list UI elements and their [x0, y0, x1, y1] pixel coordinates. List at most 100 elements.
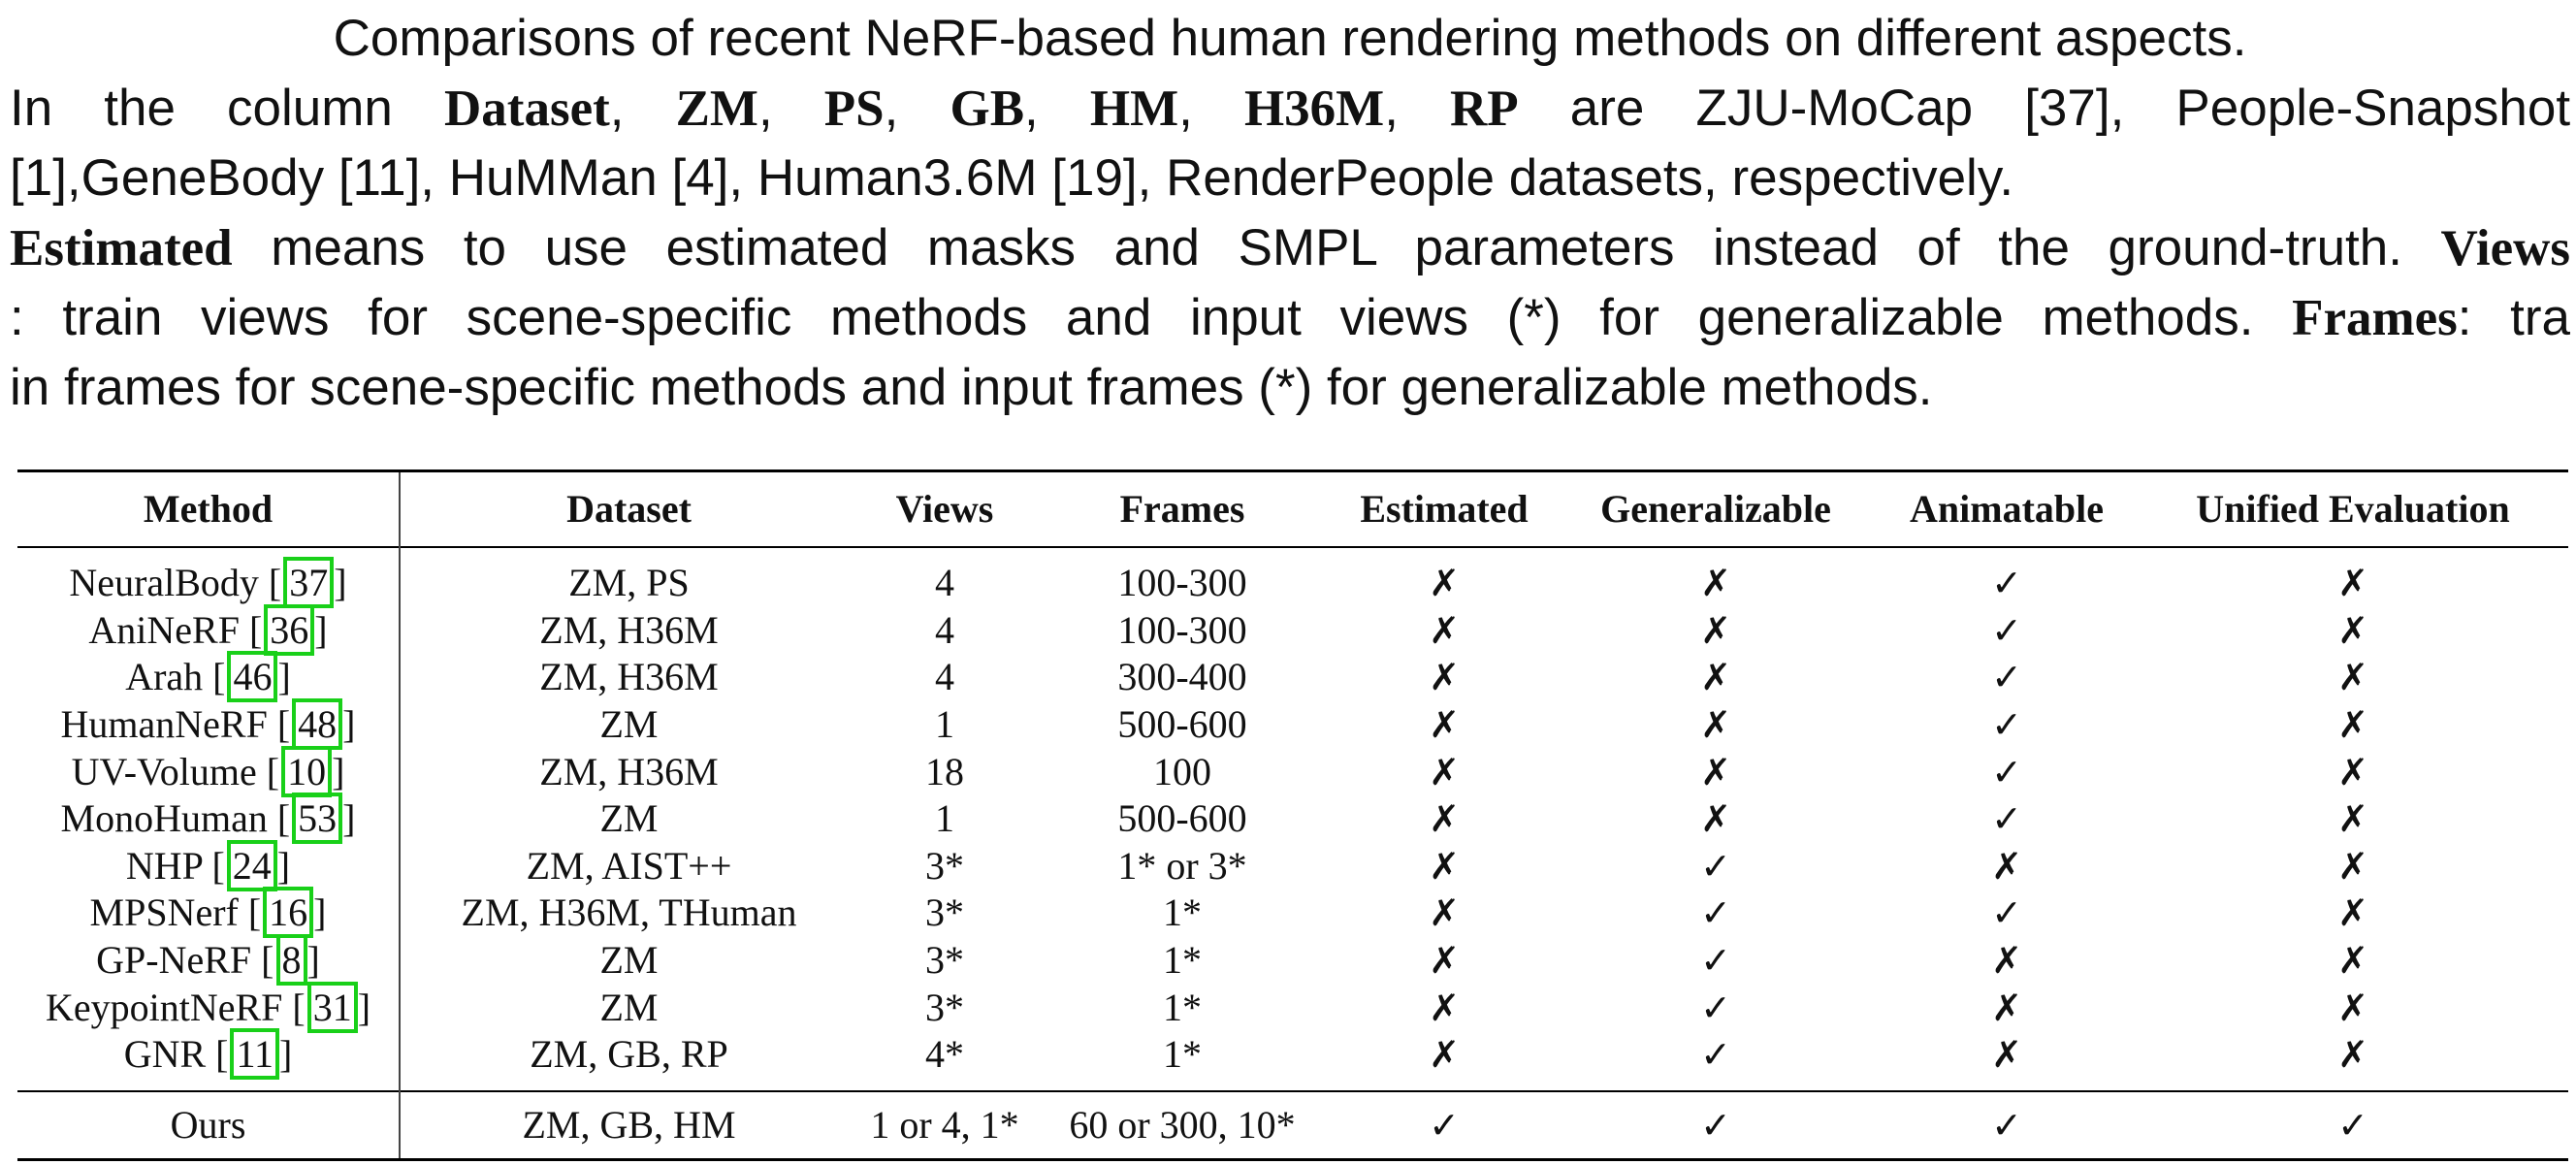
cell-method: GP-NeRF [8] [17, 934, 401, 987]
cell-generalizable-mark: ✗ [1700, 797, 1731, 841]
cell-views: 18 [925, 749, 964, 793]
method-name: MPSNerf [ [89, 890, 262, 935]
citation-link[interactable]: 16 [263, 887, 314, 939]
cell-frames: 500-600 [1117, 796, 1247, 841]
cell-unified-mark: ✗ [2337, 608, 2368, 652]
cell-unified-mark: ✗ [2337, 986, 2368, 1029]
table-caption: Comparisons of recent NeRF-based human r… [10, 4, 2570, 423]
table-row: HumanNeRF [48] ZM 1 500-600 ✗ ✗ ✓ ✗ [17, 698, 2568, 751]
cell-generalizable-mark: ✓ [1700, 1033, 1731, 1077]
cell-estimated-mark: ✗ [1429, 986, 1460, 1029]
cell-views: 4 [935, 607, 954, 652]
method-name: AniNeRF [ [88, 607, 263, 652]
cell-dataset: ZM, H36M, THuman [461, 890, 797, 935]
cell-views: 3* [925, 890, 964, 935]
cell-frames: 1* or 3* [1117, 843, 1247, 888]
citation-bracket: ] [334, 561, 347, 605]
cell-estimated-mark: ✗ [1429, 750, 1460, 793]
citation-bracket: ] [342, 796, 356, 841]
citation-link[interactable]: 8 [275, 934, 307, 987]
cell-dataset: ZM [599, 702, 659, 747]
citation-link[interactable]: 46 [227, 651, 278, 703]
citation-bracket: ] [306, 938, 320, 983]
cell-dataset: ZM, H36M [539, 655, 719, 699]
table-row: UV-Volume [10] ZM, H36M 18 100 ✗ ✗ ✓ ✗ [17, 745, 2568, 797]
cell-estimated-mark: ✗ [1429, 703, 1460, 747]
cell-animatable-mark: ✓ [1991, 703, 2022, 747]
citation-link[interactable]: 53 [292, 793, 343, 845]
cell-animatable-mark: ✗ [1991, 986, 2022, 1029]
cell-animatable-check: ✓ [1991, 1103, 2022, 1147]
table-row-ours: Ours ZM, GB, HM 1 or 4, 1* 60 or 300, 10… [17, 1090, 2568, 1160]
cell-generalizable-check: ✓ [1700, 1103, 1731, 1147]
table-row: MonoHuman [53] ZM 1 500-600 ✗ ✗ ✓ ✗ [17, 793, 2568, 845]
table-row: GNR [11] ZM, GB, RP 4* 1* ✗ ✓ ✗ ✗ [17, 1028, 2568, 1091]
method-name: MonoHuman [ [60, 796, 291, 841]
table-row: Arah [46] ZM, H36M 4 300-400 ✗ ✗ ✓ ✗ [17, 651, 2568, 703]
citation-link[interactable]: 36 [264, 603, 315, 656]
caption-line-4: Estimated means to use estimated masks a… [10, 219, 2570, 276]
header-views: Views [895, 487, 994, 531]
method-name: UV-Volume [ [71, 749, 280, 793]
cell-views: 3* [925, 985, 964, 1029]
citation-link[interactable]: 11 [230, 1028, 279, 1081]
citation-link[interactable]: 37 [283, 557, 335, 609]
method-name: HumanNeRF [ [60, 702, 291, 747]
cell-animatable-mark: ✗ [1991, 939, 2022, 983]
cell-animatable-mark: ✓ [1991, 608, 2022, 652]
cell-dataset: ZM, H36M [539, 749, 719, 793]
cell-method: MonoHuman [53] [17, 793, 401, 845]
caption-line-3: [1],GeneBody [11], HuMMan [4], Human3.6M… [10, 149, 2014, 207]
cell-dataset: ZM, GB, HM [522, 1102, 736, 1147]
cell-dataset: ZM, PS [568, 561, 690, 605]
cell-method: MPSNerf [16] [17, 887, 401, 939]
cell-method: NeuralBody [37] [17, 547, 401, 609]
table-ours-body: Ours ZM, GB, HM 1 or 4, 1* 60 or 300, 10… [17, 1090, 2568, 1160]
header-generalizable: Generalizable [1600, 487, 1831, 531]
citation-link[interactable]: 31 [306, 981, 358, 1033]
header-frames: Frames [1119, 487, 1245, 531]
method-name: GNR [ [123, 1032, 229, 1077]
cell-animatable-mark: ✗ [1991, 844, 2022, 888]
cell-views: 4 [935, 561, 954, 605]
table-row: MPSNerf [16] ZM, H36M, THuman 3* 1* ✗ ✓ ✓ ✗ [17, 887, 2568, 939]
citation-link[interactable]: 24 [226, 839, 277, 891]
cell-method: Ours [17, 1090, 401, 1160]
cell-frames: 500-600 [1117, 702, 1247, 747]
table-body: NeuralBody [37] ZM, PS 4 100-300 ✗ ✗ ✓ ✗ AniNeRF… [17, 547, 2568, 1091]
cell-frames: 60 or 300, 10* [1069, 1102, 1296, 1147]
cell-generalizable-mark: ✗ [1700, 608, 1731, 652]
cell-frames: 1* [1163, 1032, 1202, 1077]
method-name: GP-NeRF [ [96, 938, 274, 983]
cell-generalizable-mark: ✗ [1700, 750, 1731, 793]
cell-method: UV-Volume [10] [17, 745, 401, 797]
cell-unified-mark: ✗ [2337, 939, 2368, 983]
cell-method: HumanNeRF [48] [17, 698, 401, 751]
caption-line-6: in frames for scene-specific methods and… [10, 359, 1933, 416]
cell-animatable-mark: ✓ [1991, 750, 2022, 793]
citation-bracket: ] [342, 702, 356, 747]
method-name: Arah [ [125, 655, 226, 699]
cell-estimated-mark: ✗ [1429, 891, 1460, 935]
cell-generalizable-mark: ✓ [1700, 939, 1731, 983]
citation-link[interactable]: 48 [292, 698, 343, 751]
cell-estimated-mark: ✗ [1429, 656, 1460, 699]
table-row: NHP [24] ZM, AIST++ 3* 1* or 3* ✗ ✓ ✗ ✗ [17, 839, 2568, 891]
cell-unified-mark: ✗ [2337, 891, 2368, 935]
cell-frames: 300-400 [1117, 655, 1247, 699]
cell-dataset: ZM [599, 938, 659, 983]
cell-dataset: ZM [599, 796, 659, 841]
cell-dataset: ZM, H36M [539, 607, 719, 652]
header-method: Method [17, 470, 401, 547]
cell-views: 3* [925, 843, 964, 888]
cell-generalizable-mark: ✗ [1700, 562, 1731, 605]
cell-frames: 100-300 [1117, 607, 1247, 652]
citation-link[interactable]: 10 [281, 745, 333, 797]
method-name: NeuralBody [ [69, 561, 282, 605]
cell-method: NHP [24] [17, 839, 401, 891]
cell-method: GNR [11] [17, 1028, 401, 1091]
cell-unified-mark: ✗ [2337, 1033, 2368, 1077]
cell-estimated-mark: ✗ [1429, 797, 1460, 841]
cell-estimated-check: ✓ [1429, 1103, 1460, 1147]
table-row: NeuralBody [37] ZM, PS 4 100-300 ✗ ✗ ✓ ✗ [17, 547, 2568, 609]
